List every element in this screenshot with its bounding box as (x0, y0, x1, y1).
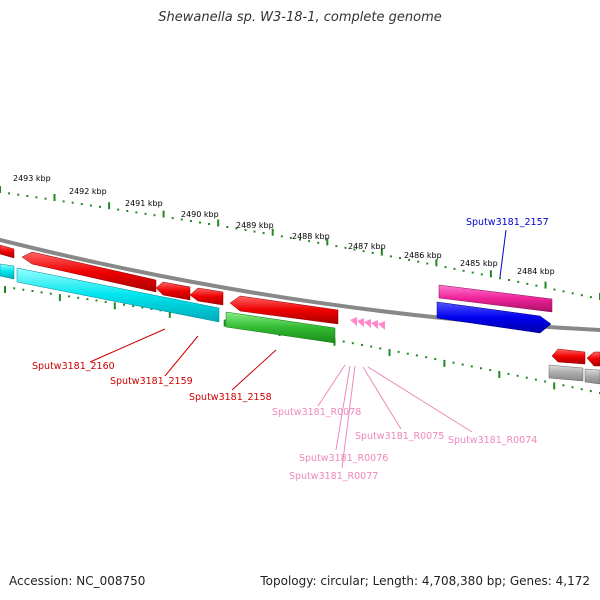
gene-label-sputw3181-2159[interactable]: Sputw3181_2159 (110, 376, 193, 387)
gene-label-sputw3181-r0077[interactable]: Sputw3181_R0077 (289, 471, 378, 482)
leader-line (499, 229, 507, 278)
gene-arrow-red[interactable] (586, 351, 600, 367)
leader-line (317, 364, 346, 407)
outer-tick-track (0, 186, 600, 300)
rna-arrow[interactable] (371, 320, 378, 329)
gene-arrow-red[interactable] (229, 295, 339, 325)
gene-gray[interactable] (548, 364, 584, 382)
gene-label-sputw3181-r0075[interactable]: Sputw3181_R0075 (355, 431, 444, 442)
gene-label-sputw3181-2157[interactable]: Sputw3181_2157 (466, 217, 549, 228)
scale-label-2487: 2487 kbp (348, 242, 386, 251)
gene-arrow-red[interactable] (0, 244, 15, 259)
gene-cyan[interactable] (0, 263, 15, 280)
leader-line (335, 365, 351, 451)
leader-line (164, 335, 199, 377)
gene-sputw3181-2157-pink[interactable] (438, 284, 553, 313)
forward-genes (0, 244, 600, 367)
gene-label-sputw3181-2160[interactable]: Sputw3181_2160 (32, 361, 115, 372)
gene-sputw3181-2158[interactable] (225, 311, 336, 344)
scale-label-2485: 2485 kbp (460, 259, 498, 268)
gene-label-sputw3181-r0078[interactable]: Sputw3181_R0078 (272, 407, 361, 418)
leader-line (89, 328, 166, 363)
gene-arrow-red[interactable] (155, 281, 191, 301)
scale-label-2490: 2490 kbp (181, 210, 219, 219)
rna-arrow[interactable] (364, 319, 371, 328)
leader-line (231, 349, 277, 391)
gene-label-sputw3181-2158[interactable]: Sputw3181_2158 (189, 392, 272, 403)
gene-label-sputw3181-r0074[interactable]: Sputw3181_R0074 (448, 435, 537, 446)
gene-arrow-red[interactable] (551, 348, 586, 365)
scale-label-2489: 2489 kbp (236, 221, 274, 230)
gene-sputw3181-2160[interactable] (16, 267, 220, 323)
gene-gray[interactable] (584, 368, 600, 385)
scale-label-2491: 2491 kbp (125, 199, 163, 208)
accession-text: Accession: NC_008750 (9, 574, 146, 588)
gene-sputw3181-2157-blue[interactable] (436, 301, 552, 334)
gene-label-sputw3181-r0076[interactable]: Sputw3181_R0076 (299, 453, 388, 464)
scale-label-2486: 2486 kbp (404, 251, 442, 260)
scale-label-2488: 2488 kbp (292, 232, 330, 241)
gene-arrow-red[interactable] (21, 251, 157, 293)
rna-arrow[interactable] (350, 317, 357, 326)
leader-line (341, 365, 356, 469)
gene-arrow-red[interactable] (189, 287, 224, 306)
rna-arrow[interactable] (357, 318, 364, 327)
scale-label-2493: 2493 kbp (13, 174, 51, 183)
topology-text: Topology: circular; Length: 4,708,380 bp… (260, 574, 590, 588)
scale-label-2492: 2492 kbp (69, 187, 107, 196)
rna-arrow[interactable] (378, 321, 385, 330)
scale-label-2484: 2484 kbp (517, 267, 555, 276)
leader-line (367, 366, 473, 433)
leader-line (362, 366, 402, 430)
rna-genes (350, 317, 385, 330)
genome-title: Shewanella sp. W3-18-1, complete genome (158, 10, 442, 25)
